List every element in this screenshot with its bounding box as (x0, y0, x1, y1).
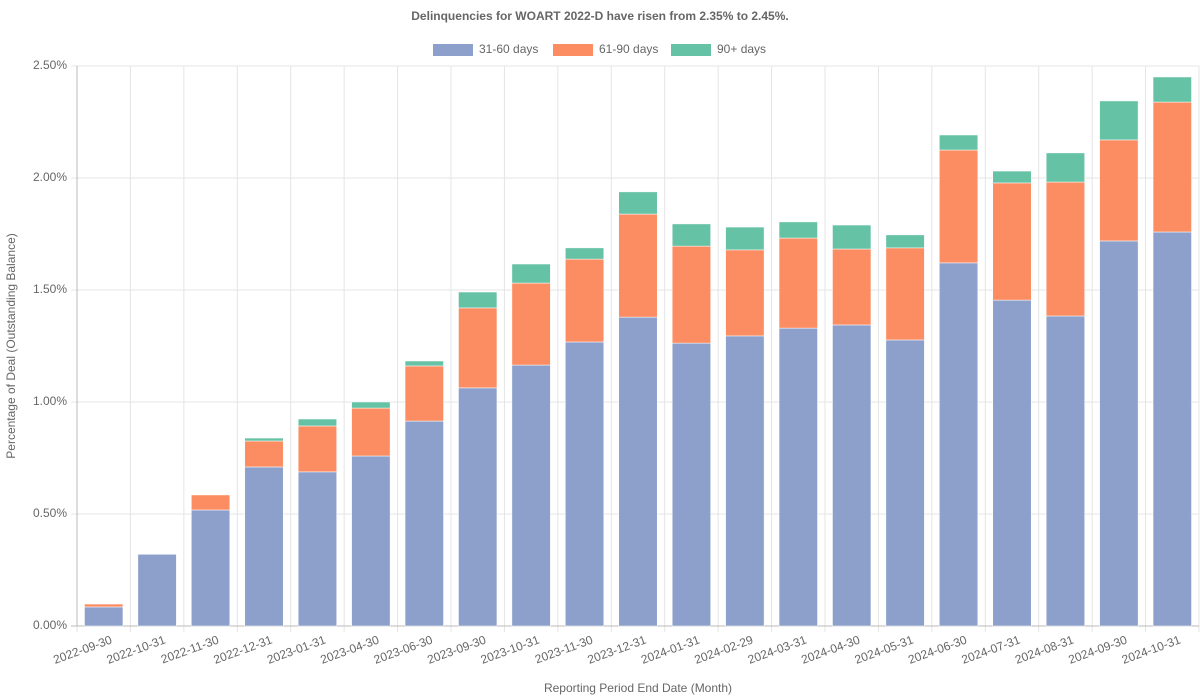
bar-segment (458, 387, 498, 627)
bar-segment (1045, 181, 1085, 317)
bar-segment (778, 221, 818, 239)
x-tick-label: 2023-12-31 (586, 633, 649, 667)
bar-segment (351, 401, 391, 409)
bar-segment (1099, 139, 1139, 242)
bar-segment (458, 307, 498, 389)
x-axis-label: Reporting Period End Date (Month) (544, 681, 732, 695)
bar-segment (244, 466, 284, 627)
x-tick-label: 2022-11-30 (159, 633, 221, 667)
bar-segment (671, 342, 711, 627)
x-tick-label: 2023-10-31 (479, 633, 542, 667)
bar-segment (618, 213, 658, 318)
bar-segment (939, 149, 979, 264)
bar-segment (885, 234, 925, 249)
x-tick-label: 2024-08-31 (1013, 633, 1076, 667)
bar-segment (725, 226, 765, 251)
bar-segment (618, 316, 658, 627)
legend-swatch (671, 44, 711, 56)
legend-label: 90+ days (717, 42, 766, 56)
x-tick-label: 2024-05-31 (853, 633, 916, 667)
x-tick-label: 2024-04-30 (799, 633, 862, 667)
bar-segment (1152, 76, 1192, 103)
x-tick-label: 2024-06-30 (906, 633, 969, 667)
bar-segment (885, 247, 925, 341)
bar-segment (671, 223, 711, 247)
bar-segment (84, 606, 124, 627)
y-tick-label: 0.50% (33, 506, 67, 520)
bar-segment (458, 291, 498, 309)
bar-segment (1152, 101, 1192, 233)
bar-segment (404, 420, 444, 627)
bar-segment (939, 134, 979, 151)
bar-segment (351, 407, 391, 457)
y-axis-label: Percentage of Deal (Outstanding Balance) (4, 233, 18, 458)
bar-segment (84, 603, 124, 608)
x-tick-label: 2022-12-31 (212, 633, 275, 667)
x-tick-label: 2023-09-30 (425, 633, 488, 667)
bar-segment (671, 245, 711, 344)
bar-segment (832, 324, 872, 627)
bar-segment (618, 191, 658, 215)
x-tick-label: 2022-10-31 (105, 633, 168, 667)
y-tick-label: 2.00% (33, 170, 67, 184)
bar-segment (1045, 315, 1085, 627)
x-tick-label: 2023-06-30 (372, 633, 435, 667)
bar-segment (1152, 231, 1192, 627)
bar-segment (992, 182, 1032, 301)
bar-segment (992, 170, 1032, 184)
x-tick-label: 2024-09-30 (1066, 633, 1129, 667)
bar-segment (1045, 152, 1085, 183)
bar-segment (778, 327, 818, 627)
bar-segment (778, 237, 818, 329)
x-tick-label: 2022-09-30 (51, 633, 114, 667)
bar-segment (939, 262, 979, 627)
bar-segment (832, 224, 872, 250)
x-tick-label: 2024-10-31 (1120, 633, 1183, 667)
bar-segment (511, 263, 551, 284)
y-tick-label: 2.50% (33, 58, 67, 72)
y-tick-label: 1.50% (33, 282, 67, 296)
x-tick-label: 2024-02-29 (692, 633, 755, 667)
bar-segment (137, 554, 177, 627)
x-tick-label: 2023-04-30 (318, 633, 381, 667)
bar-segment (511, 282, 551, 366)
bar-segment (885, 339, 925, 627)
y-tick-label: 0.00% (33, 618, 67, 632)
bar-segment (565, 258, 605, 343)
bar-segment (1099, 240, 1139, 627)
legend-label: 31-60 days (479, 42, 538, 56)
bar-segment (191, 494, 231, 511)
bar-segment (565, 247, 605, 260)
bar-segment (297, 418, 337, 427)
bar-segment (725, 335, 765, 627)
legend-label: 61-90 days (599, 42, 658, 56)
chart-title: Delinquencies for WOART 2022-D have rise… (411, 9, 788, 23)
x-tick-label: 2023-11-30 (533, 633, 595, 667)
x-tick-label: 2024-01-31 (639, 633, 702, 667)
legend-swatch (553, 44, 593, 56)
bar-segment (1099, 100, 1139, 141)
bar-segment (992, 299, 1032, 627)
x-tick-label: 2024-03-31 (746, 633, 809, 667)
bar-segment (297, 425, 337, 473)
bar-segment (404, 360, 444, 367)
bar-segment (404, 365, 444, 422)
y-tick-label: 1.00% (33, 394, 67, 408)
bar-segment (511, 364, 551, 627)
bar-segment (351, 455, 391, 627)
x-tick-label: 2023-01-31 (265, 633, 328, 667)
bar-segment (297, 471, 337, 627)
bar-segment (244, 437, 284, 442)
legend-swatch (433, 44, 473, 56)
x-tick-label: 2024-07-31 (960, 633, 1023, 667)
bar-segment (832, 248, 872, 326)
bar-segment (244, 440, 284, 468)
bar-segment (191, 509, 231, 627)
bar-segment (725, 249, 765, 337)
bar-segment (565, 341, 605, 627)
